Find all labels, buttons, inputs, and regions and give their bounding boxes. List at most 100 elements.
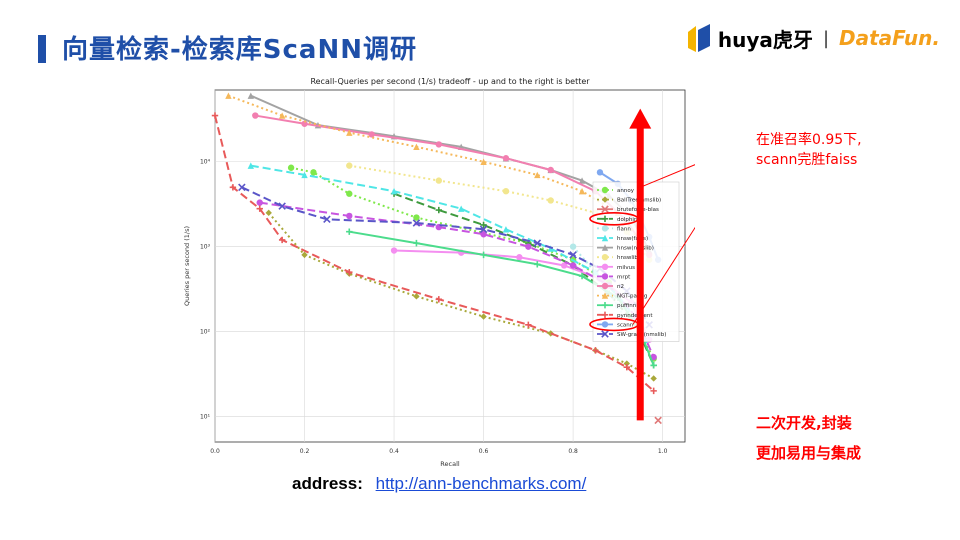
series-n2-point: [368, 131, 375, 138]
annotation-note-top-line1: 在准召率0.95下,: [756, 132, 862, 148]
series-ngt-panng-point: [278, 112, 286, 119]
x-tick-label: 0.6: [479, 448, 489, 455]
legend-sw-graph-nmslib-point: [601, 330, 609, 338]
address-link[interactable]: http://ann-benchmarks.com/: [375, 474, 587, 493]
address-line: address: http://ann-benchmarks.com/: [292, 474, 586, 494]
series-dolphinn-point: [480, 221, 487, 229]
chart-title: Recall-Queries per second (1/s) tradeoff…: [310, 77, 590, 86]
series-hnsw-faiss-point: [502, 226, 510, 233]
title-accent-bar: [38, 35, 46, 63]
series-mrpt-point: [346, 212, 353, 220]
legend-annoy-label: annoy: [617, 188, 635, 194]
series-puffinn-point: [534, 261, 541, 268]
series-pynndescent-point: [435, 296, 443, 303]
series-ngt-panng-point: [413, 143, 420, 150]
series-sw-graph-nmslib-point: [278, 202, 286, 210]
series-annoy-point: [310, 169, 317, 176]
legend-flann-label: flann: [617, 226, 631, 232]
series-hnsw-faiss-point: [457, 205, 465, 212]
series-flann-point: [569, 243, 577, 250]
series-puffinn-point: [480, 251, 487, 259]
legend-ngt-panng-label: NGT-panng: [617, 294, 647, 300]
series-balltree-nmslib-line: [267, 212, 655, 380]
series-pynndescent-point: [256, 205, 263, 212]
series-ngt-panng-point: [346, 129, 353, 136]
series-milvus-point: [560, 262, 568, 269]
y-tick-label: 10²: [200, 329, 211, 336]
annotation-note-bottom-line2: 更加易用与集成: [756, 444, 862, 462]
series-ngt-panng-point: [480, 158, 487, 165]
series-mrpt-point: [480, 231, 487, 238]
annotation-note-bottom-line1: 二次开发,封装: [756, 414, 852, 432]
series-mrpt-point: [256, 199, 263, 206]
series-pynndescent-point: [650, 387, 657, 395]
x-tick-label: 0.8: [568, 448, 578, 455]
series-puffinn-point: [413, 239, 420, 247]
series-mrpt-point: [525, 243, 532, 250]
recall-arrow-head: [629, 108, 652, 129]
series-annoy-point: [287, 164, 295, 171]
series-sw-graph-nmslib-point: [238, 183, 246, 192]
series-dolphinn-line: [393, 192, 655, 366]
series-hnswlib-point: [547, 197, 554, 204]
series-n2-point: [301, 120, 308, 127]
series-pynndescent-line: [214, 115, 655, 392]
legend-annoy-point: [601, 186, 609, 194]
header-logos: huya虎牙 | DataFun.: [686, 22, 940, 54]
huya-logo-icon: [687, 24, 710, 52]
series-sw-graph-nmslib-point: [533, 239, 542, 247]
legend-pynndescent-label: pynndescent: [617, 313, 653, 319]
series-pynndescent-point: [592, 347, 599, 354]
annotation-note-bottom: 二次开发,封装 更加易用与集成: [756, 408, 861, 468]
legend-hnswlib-point: [601, 254, 609, 261]
series-bruteforce-blas-point: [654, 416, 662, 425]
series-puffinn-point: [346, 228, 353, 235]
address-label: address:: [292, 474, 363, 493]
legend-hnsw-faiss-point: [601, 234, 609, 242]
series-sw-graph-nmslib-point: [569, 251, 577, 259]
x-axis-label: Recall: [440, 460, 460, 468]
x-tick-label: 0.0: [210, 448, 220, 455]
series-annoy-point: [346, 190, 353, 197]
datafun-logo-text: DataFun.: [839, 26, 940, 50]
x-tick-label: 1.0: [658, 448, 668, 455]
legend-pynndescent-point: [601, 311, 609, 318]
x-tick-label: 0.4: [389, 448, 399, 455]
series-pynndescent-point: [211, 112, 219, 119]
series-hnsw-nmslib-point: [578, 177, 586, 184]
series-pynndescent-point: [623, 364, 631, 371]
legend-dolphinn-label: dolphinn: [617, 217, 641, 223]
legend-ngt-panng-point: [601, 292, 609, 299]
logo-separator: |: [822, 27, 830, 49]
legend-bruteforce-blas-point: [601, 205, 609, 213]
series-hnswlib-point: [435, 177, 443, 184]
legend-mrpt-label: mrpt: [617, 274, 631, 280]
series-annoy-point: [413, 214, 420, 221]
y-axis-label: Queries per second (1/s): [183, 226, 191, 306]
y-tick-label: 10¹: [200, 413, 211, 420]
series-ngt-panng-point: [225, 92, 232, 99]
annotation-note-top-line2: scann完胜faiss: [756, 152, 858, 168]
series-scann-point: [596, 169, 604, 176]
legend-hnsw-nmslib-point: [601, 244, 609, 251]
slide-title: 向量检索-检索库ScaNN调研: [62, 35, 417, 65]
legend-puffinn-label: puffinn: [617, 303, 637, 309]
series-balltree-nmslib-point: [413, 293, 420, 300]
series-ngt-panng-point: [534, 171, 541, 179]
leader-line-arrow: [640, 164, 695, 188]
legend-mrpt-point: [601, 273, 609, 280]
legend-dolphinn-point: [601, 215, 609, 222]
series-balltree-nmslib-point: [301, 251, 308, 259]
series-sw-graph-nmslib-point: [479, 225, 488, 234]
series-puffinn-point: [578, 272, 586, 280]
annotation-note-top: 在准召率0.95下, scann完胜faiss: [756, 130, 862, 170]
series-n2-point: [435, 141, 443, 148]
series-pynndescent-point: [278, 236, 286, 244]
legend-n2-point: [601, 282, 609, 290]
y-tick-label: 10⁴: [200, 159, 211, 166]
series-milvus-point: [516, 254, 523, 261]
series-milvus-point: [390, 247, 398, 254]
legend-hnsw-nmslib-label: hnsw(nmslib): [617, 246, 654, 252]
huya-logo-text: huya虎牙: [717, 27, 813, 52]
series-hnswlib-point: [346, 162, 353, 169]
